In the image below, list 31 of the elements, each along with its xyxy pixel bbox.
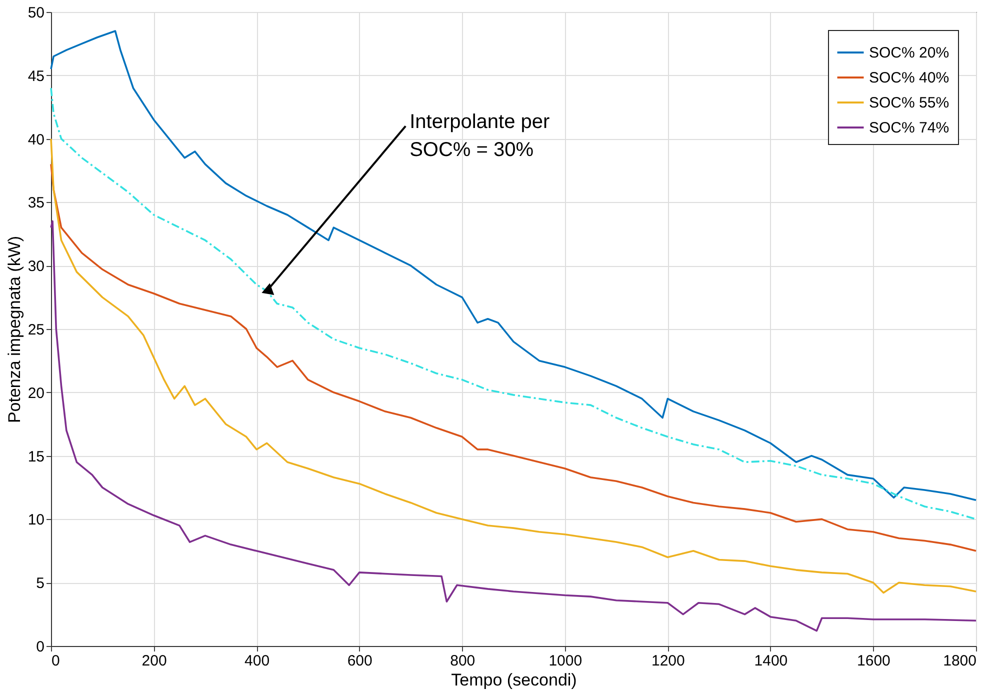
y-tick-label: 40	[28, 131, 44, 148]
line-series	[50, 30, 977, 502]
x-tick-label: 400	[244, 652, 270, 670]
y-tick-label: 20	[28, 384, 44, 402]
legend-label: SOC% 20%	[869, 44, 950, 62]
y-tick-label: 45	[28, 68, 44, 85]
x-tick-label: 800	[450, 652, 476, 670]
line-series	[50, 220, 977, 632]
y-tick-label: 0	[36, 638, 44, 656]
x-tick-label: 1400	[754, 652, 788, 670]
legend-label: SOC% 55%	[869, 94, 950, 112]
annotation: Interpolante per SOC% = 30%	[410, 111, 550, 162]
legend-label: SOC% 40%	[869, 70, 950, 86]
x-tick-label: 200	[142, 652, 167, 670]
x-tick-label: 1200	[651, 652, 685, 670]
y-tick-label: 15	[28, 448, 44, 466]
y-axis-title: Potenza impegnata (kW)	[4, 236, 24, 424]
y-tick-label: 30	[28, 258, 44, 276]
x-tick-label: 1800	[943, 652, 976, 670]
y-tick-label: 35	[28, 194, 44, 212]
x-tick-label: 1600	[857, 652, 890, 670]
y-tick-label: 50	[28, 4, 44, 22]
legend-label: SOC% 74%	[869, 120, 950, 136]
x-tick-label: 0	[52, 652, 60, 670]
y-tick-label: 10	[28, 512, 44, 529]
x-tick-label: 600	[347, 652, 372, 670]
x-tick-label: 1000	[548, 652, 582, 670]
x-axis-title: Tempo (secondi)	[451, 670, 577, 690]
y-tick-label: 5	[36, 575, 44, 592]
y-tick-label: 25	[28, 322, 44, 338]
line-series	[50, 87, 977, 520]
